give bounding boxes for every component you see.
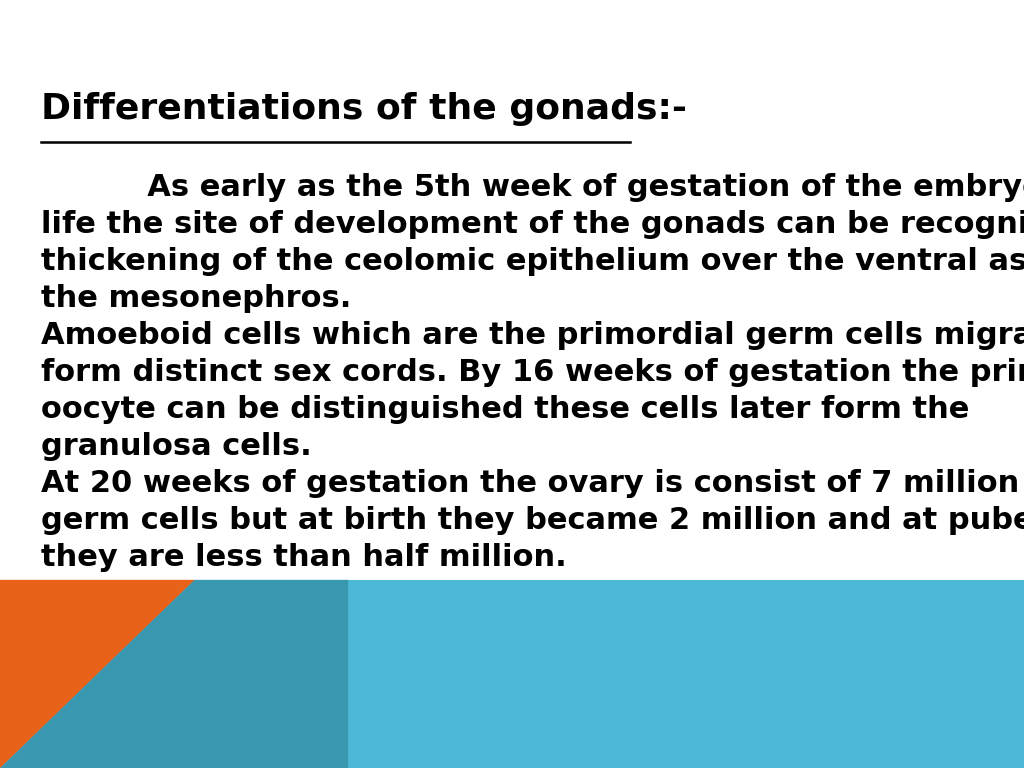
Text: Differentiations of the gonads:-: Differentiations of the gonads:- [41,92,687,126]
Polygon shape [0,580,348,768]
Text: As early as the 5th week of gestation of the embryonic
life the site of developm: As early as the 5th week of gestation of… [41,173,1024,572]
Polygon shape [0,580,1024,768]
Polygon shape [0,580,195,768]
